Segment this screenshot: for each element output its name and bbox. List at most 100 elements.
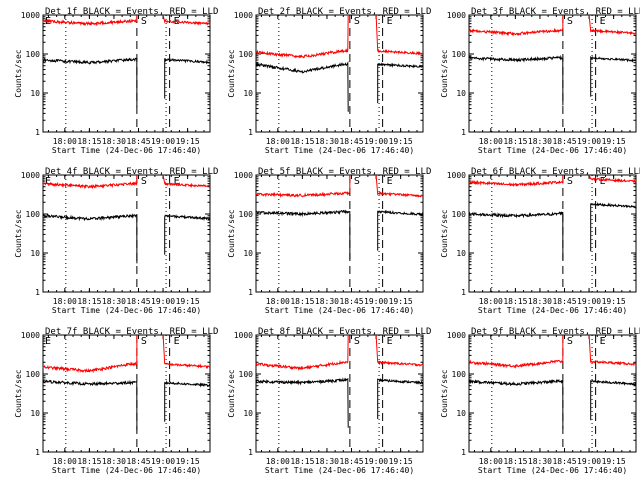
x-tick-label: 19:00 — [577, 137, 601, 146]
panel-2: Det 2f BLACK = Events, RED = LLD 1 10 100 10… — [227, 7, 431, 155]
y-tick-label: 100 — [239, 50, 254, 59]
marker-label: S — [141, 336, 147, 347]
x-tick-label: 18:00 — [266, 457, 290, 466]
y-tick-label: 1000 — [21, 331, 40, 340]
x-tick-label: 18:00 — [479, 457, 503, 466]
y-axis-label: Counts/sec — [14, 209, 23, 257]
y-tick-label: 1000 — [234, 331, 253, 340]
panel-title: Det 1f BLACK = Events, RED = LLD — [45, 7, 218, 17]
y-tick-label: 1000 — [21, 171, 40, 180]
x-tick-label: 19:15 — [176, 137, 200, 146]
x-tick-label: 18:00 — [479, 297, 503, 306]
marker-label: E — [174, 336, 180, 347]
plot-frame — [468, 334, 637, 453]
panel-title: Det 8f BLACK = Events, RED = LLD — [258, 327, 431, 337]
x-tick-label: 18:00 — [266, 137, 290, 146]
panel-6: Det 6f BLACK = Events, RED = LLD 1 10 100 10… — [440, 167, 640, 315]
series-line-events — [377, 377, 424, 419]
x-tick-label: 18:30 — [102, 137, 126, 146]
y-tick-label: 1 — [248, 448, 253, 457]
x-tick-label: 18:30 — [315, 457, 339, 466]
x-tick-label: 18:45 — [339, 457, 363, 466]
x-tick-label: 18:30 — [528, 137, 552, 146]
x-tick-label: 18:15 — [503, 137, 527, 146]
x-tick-label: 18:00 — [53, 457, 77, 466]
x-tick-label: 19:00 — [364, 297, 388, 306]
y-tick-label: 1000 — [234, 11, 253, 20]
series-line-lld — [375, 14, 424, 56]
plot-frame — [255, 14, 424, 133]
y-tick-label: 1000 — [234, 171, 253, 180]
series-line-events — [164, 57, 211, 99]
marker-label: S — [354, 336, 360, 347]
y-tick-label: 1000 — [21, 11, 40, 20]
marker-label: S — [354, 16, 360, 27]
plot-frame — [255, 334, 424, 453]
x-tick-label: 18:00 — [479, 137, 503, 146]
y-tick-label: 10 — [243, 409, 253, 418]
series-line-events — [255, 61, 349, 112]
series-line-lld — [468, 334, 564, 369]
y-tick-label: 10 — [30, 249, 40, 258]
x-tick-label: 18:30 — [315, 137, 339, 146]
series-line-events — [590, 379, 637, 421]
series-line-lld — [375, 174, 424, 198]
y-tick-label: 1 — [461, 288, 466, 297]
plot-frame — [42, 14, 211, 133]
x-tick-label: 19:00 — [577, 457, 601, 466]
series-line-lld — [162, 334, 210, 370]
x-tick-label: 19:00 — [151, 137, 175, 146]
series-line-events — [468, 378, 564, 429]
series-line-events — [164, 380, 211, 422]
marker-label: E — [600, 336, 606, 347]
series-line-events — [255, 377, 349, 428]
x-tick-label: 19:15 — [602, 137, 626, 146]
x-tick-label: 18:15 — [290, 137, 314, 146]
marker-label: E — [600, 176, 606, 187]
marker-label: S — [141, 176, 147, 187]
series-line-lld — [468, 14, 564, 37]
x-tick-label: 18:45 — [552, 137, 576, 146]
x-axis-label: Start Time (24-Dec-06 17:46:40) — [52, 306, 201, 315]
x-tick-label: 18:30 — [528, 457, 552, 466]
x-tick-label: 18:30 — [528, 297, 552, 306]
y-tick-label: 100 — [239, 210, 254, 219]
marker-label: S — [567, 176, 573, 187]
plot-frame — [468, 14, 637, 133]
plot-frame — [255, 174, 424, 293]
y-tick-label: 10 — [456, 89, 466, 98]
y-tick-label: 100 — [452, 50, 467, 59]
y-tick-label: 1000 — [447, 171, 466, 180]
x-tick-label: 18:30 — [315, 297, 339, 306]
y-tick-label: 1 — [35, 288, 40, 297]
x-tick-label: 18:45 — [126, 297, 150, 306]
marker-label: E — [387, 16, 393, 27]
series-line-lld — [42, 334, 138, 374]
x-tick-label: 19:15 — [602, 457, 626, 466]
x-tick-label: 19:15 — [389, 457, 413, 466]
x-tick-label: 19:15 — [389, 297, 413, 306]
x-tick-label: 18:15 — [77, 297, 101, 306]
panel-7: Det 7f BLACK = Events, RED = LLD 1 10 100 10… — [14, 327, 218, 475]
panel-title: Det 6f BLACK = Events, RED = LLD — [471, 167, 640, 177]
series-line-events — [255, 209, 351, 260]
x-tick-label: 18:45 — [552, 457, 576, 466]
plot-frame — [468, 174, 637, 293]
series-line-lld — [375, 334, 424, 368]
x-axis-label: Start Time (24-Dec-06 17:46:40) — [478, 466, 627, 475]
series-line-events — [590, 202, 637, 252]
y-tick-label: 1000 — [447, 11, 466, 20]
x-tick-label: 19:15 — [176, 297, 200, 306]
y-axis-label: Counts/sec — [440, 209, 449, 257]
x-axis-label: Start Time (24-Dec-06 17:46:40) — [265, 466, 414, 475]
x-axis-label: Start Time (24-Dec-06 17:46:40) — [52, 146, 201, 155]
x-tick-label: 19:00 — [151, 457, 175, 466]
x-tick-label: 18:15 — [290, 457, 314, 466]
panel-title: Det 9f BLACK = Events, RED = LLD — [471, 327, 640, 337]
y-axis-label: Counts/sec — [227, 49, 236, 97]
marker-label: S — [567, 336, 573, 347]
y-tick-label: 1000 — [447, 331, 466, 340]
panel-4: Det 4f BLACK = Events, RED = LLD 1 10 100 10… — [14, 167, 218, 315]
series-line-events — [590, 55, 637, 97]
